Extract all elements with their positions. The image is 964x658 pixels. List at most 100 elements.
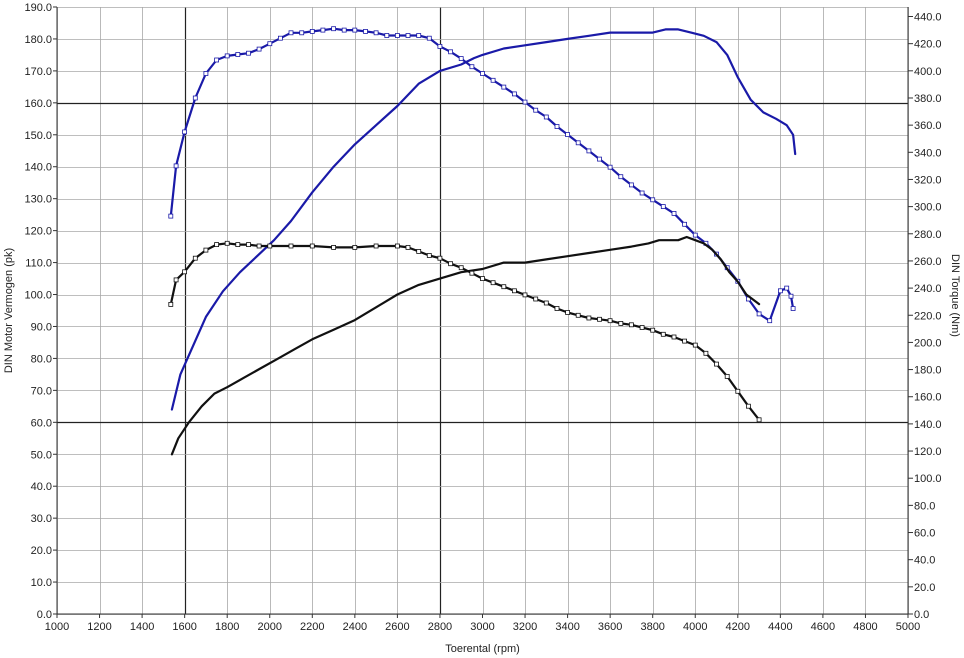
y2-tick-label: 380.0 (914, 93, 942, 105)
series-line (170, 235, 761, 456)
data-point (501, 284, 507, 290)
data-point (714, 361, 719, 367)
data-point (182, 269, 188, 275)
x-tick-label: 4800 (853, 621, 877, 633)
data-point (512, 91, 517, 97)
data-point (168, 301, 174, 307)
y-tick-label: 180.0 (24, 34, 52, 46)
data-point (480, 71, 485, 76)
data-point (448, 261, 454, 267)
data-point (458, 56, 464, 61)
y2-tick-label: 400.0 (914, 66, 942, 78)
data-point (469, 270, 475, 276)
data-point (331, 26, 337, 32)
data-point (309, 243, 315, 249)
data-point (256, 46, 262, 52)
x-axis-ticks: 1000 1200 1400 1600 1800 2000 2200 2400 2600 2800… (45, 614, 920, 633)
data-point (671, 334, 677, 340)
data-point (629, 182, 634, 188)
data-point (267, 41, 273, 47)
data-point (724, 373, 730, 379)
y-tick-label: 90.0 (31, 321, 52, 333)
y2-tick-label: 60.0 (914, 528, 935, 540)
data-point (448, 49, 454, 55)
data-point (320, 27, 326, 33)
data-point (437, 255, 443, 261)
y2-tick-label: 260.0 (914, 256, 942, 268)
data-point (192, 95, 198, 101)
y2-tick-label: 100.0 (914, 473, 942, 485)
data-point (373, 30, 379, 36)
data-point (735, 388, 741, 394)
data-point (618, 320, 624, 326)
x-tick-label: 2000 (258, 621, 282, 633)
y2-tick-label: 40.0 (914, 555, 935, 567)
data-point (533, 296, 539, 302)
x-tick-label: 2800 (428, 621, 452, 633)
y2-tick-label: 340.0 (914, 147, 942, 159)
data-point (554, 124, 560, 129)
data-point (607, 318, 613, 324)
data-point (490, 280, 496, 286)
data-point (554, 306, 560, 311)
data-point (341, 27, 347, 33)
data-point (331, 244, 337, 250)
data-point (469, 64, 475, 70)
data-point (650, 197, 656, 203)
data-point (756, 311, 762, 317)
data-point (394, 33, 400, 38)
data-point (405, 33, 411, 38)
data-point (235, 52, 241, 57)
y2-axis-title: DIN Torque (Nm) (949, 254, 961, 337)
data-point (309, 28, 315, 34)
y-tick-label: 140.0 (24, 162, 52, 174)
x-tick-label: 1800 (215, 621, 239, 633)
y2-tick-label: 300.0 (914, 202, 942, 214)
data-point (756, 417, 762, 423)
data-point (437, 44, 443, 49)
data-point (192, 255, 198, 261)
x-tick-label: 5000 (896, 621, 920, 633)
data-point (586, 315, 592, 321)
data-point (671, 210, 677, 216)
data-point (416, 248, 422, 254)
y-tick-label: 70.0 (31, 385, 52, 397)
data-point (267, 243, 273, 249)
data-point (224, 53, 230, 59)
x-tick-label: 4200 (726, 621, 750, 633)
y2-tick-label: 320.0 (914, 174, 942, 186)
y-tick-label: 100.0 (24, 290, 52, 302)
x-tick-label: 2600 (385, 621, 409, 633)
data-point (373, 243, 379, 249)
data-point (629, 322, 634, 328)
y-tick-label: 160.0 (24, 98, 52, 110)
y-tick-label: 60.0 (31, 417, 52, 429)
y-tick-label: 0.0 (37, 609, 52, 621)
data-point (416, 33, 422, 38)
data-point (575, 312, 581, 318)
data-point (565, 132, 570, 138)
data-point (650, 327, 656, 333)
data-point (778, 288, 783, 294)
data-point (660, 331, 666, 337)
y-tick-label: 20.0 (31, 545, 52, 557)
plot-series (168, 26, 797, 456)
x-tick-label: 3600 (598, 621, 622, 633)
x-tick-label: 1400 (130, 621, 154, 633)
y-tick-label: 170.0 (24, 66, 52, 78)
y2-tick-label: 240.0 (914, 283, 942, 295)
data-point (682, 221, 687, 227)
y-tick-label: 120.0 (24, 226, 52, 238)
data-point (692, 342, 698, 348)
data-point (214, 242, 220, 248)
data-point (299, 30, 305, 36)
data-point (182, 129, 188, 135)
data-point (692, 232, 698, 238)
data-point (288, 243, 294, 249)
data-point (288, 30, 294, 36)
data-point (352, 244, 358, 250)
data-point (235, 242, 241, 248)
x-tick-label: 4000 (683, 621, 707, 633)
data-point (618, 174, 624, 180)
